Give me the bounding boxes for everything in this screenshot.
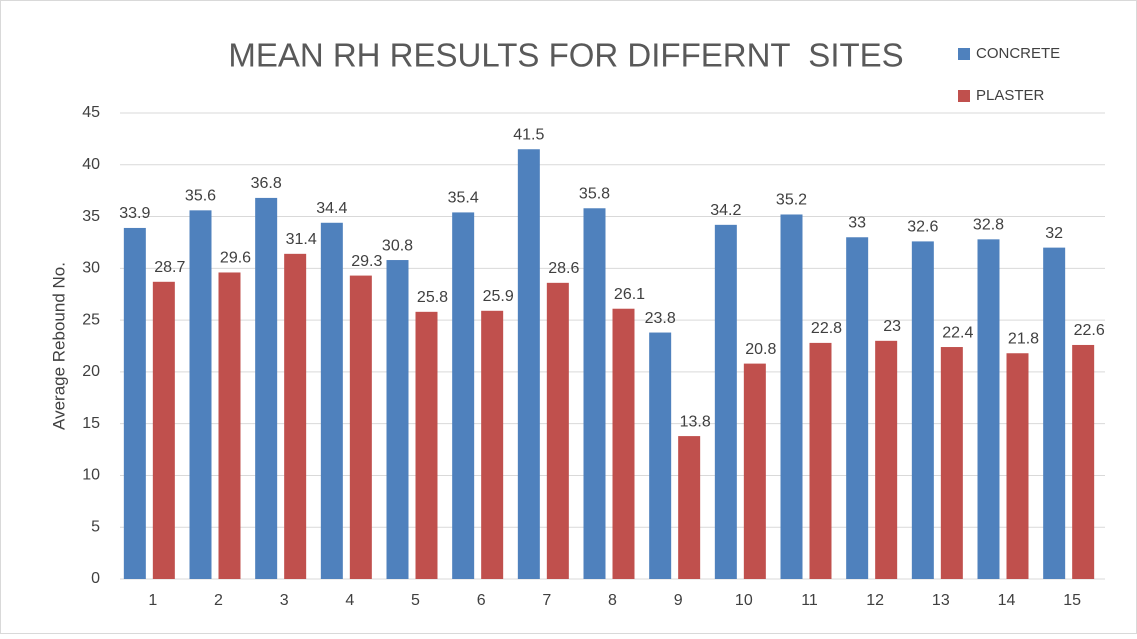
data-label: 21.8 [1008, 330, 1039, 347]
y-axis-label: Average Rebound No. [49, 262, 68, 430]
x-tick-label: 3 [280, 592, 289, 609]
y-tick-label: 40 [82, 156, 100, 173]
x-tick-label: 12 [866, 592, 884, 609]
data-label: 32.8 [973, 217, 1004, 234]
x-tick-label: 2 [214, 592, 223, 609]
bar [846, 237, 869, 579]
bar [284, 253, 307, 579]
y-tick-label: 5 [91, 518, 100, 535]
data-label: 31.4 [286, 231, 317, 248]
data-label: 34.4 [316, 200, 347, 217]
data-label: 28.6 [548, 260, 579, 277]
bar [612, 308, 635, 579]
x-tick-label: 14 [998, 592, 1016, 609]
bar [517, 149, 540, 579]
x-tick-label: 1 [148, 592, 157, 609]
bar [123, 227, 146, 580]
data-label: 22.4 [942, 324, 973, 341]
bar [481, 310, 504, 579]
bar [546, 282, 569, 579]
bar [977, 239, 1000, 580]
x-tick-label: 10 [735, 592, 753, 609]
bar [780, 214, 803, 580]
bar [320, 222, 343, 579]
bar [255, 197, 278, 579]
bar [189, 210, 212, 579]
data-label: 34.2 [710, 202, 741, 219]
data-label: 28.7 [154, 259, 185, 276]
x-tick-label: 5 [411, 592, 420, 609]
bar [152, 281, 175, 579]
data-label: 26.1 [614, 286, 645, 303]
bar [1006, 353, 1029, 579]
data-label: 35.8 [579, 185, 610, 202]
data-label: 35.2 [776, 192, 807, 209]
y-tick-label: 20 [82, 363, 100, 380]
data-label: 33 [848, 214, 866, 231]
legend-label: PLASTER [976, 87, 1045, 104]
data-label: 25.9 [483, 288, 514, 305]
data-label: 23.8 [645, 310, 676, 327]
data-label: 36.8 [251, 175, 282, 192]
y-tick-label: 30 [82, 260, 100, 277]
data-label: 32 [1045, 225, 1063, 242]
bar [386, 260, 409, 579]
data-label: 29.6 [220, 250, 251, 267]
x-tick-label: 6 [477, 592, 486, 609]
x-tick-label: 7 [542, 592, 551, 609]
legend-swatch [958, 48, 970, 60]
bar [940, 347, 963, 579]
data-label: 13.8 [680, 413, 711, 430]
bar [649, 332, 672, 579]
bar [452, 212, 475, 579]
bar [415, 311, 438, 579]
y-tick-label: 45 [82, 104, 100, 121]
data-label: 35.4 [448, 190, 479, 207]
bar [678, 436, 701, 579]
bar [349, 275, 372, 579]
chart-title: MEAN RH RESULTS FOR DIFFERNT SITES [228, 37, 903, 74]
bar [583, 208, 606, 579]
x-tick-label: 11 [801, 592, 818, 609]
bar [743, 363, 766, 579]
x-tick-label: 8 [608, 592, 617, 609]
legend-swatch [958, 90, 970, 102]
bar [218, 272, 241, 579]
data-label: 30.8 [382, 237, 413, 254]
bar [1072, 344, 1095, 579]
bar [809, 342, 832, 579]
x-tick-label: 4 [345, 592, 354, 609]
data-label: 25.8 [417, 289, 448, 306]
data-label: 20.8 [745, 341, 776, 358]
data-label: 22.6 [1074, 322, 1105, 339]
y-tick-label: 25 [82, 311, 100, 328]
bar [911, 241, 934, 580]
y-tick-label: 10 [82, 467, 100, 484]
data-label: 23 [883, 318, 901, 335]
data-label: 35.6 [185, 188, 216, 205]
data-label: 33.9 [119, 205, 150, 222]
y-tick-label: 35 [82, 208, 100, 225]
data-label: 41.5 [513, 126, 544, 143]
x-tick-label: 13 [932, 592, 950, 609]
bar [714, 224, 737, 579]
legend-label: CONCRETE [976, 45, 1060, 62]
x-tick-label: 15 [1063, 592, 1081, 609]
data-label: 22.8 [811, 320, 842, 337]
bar [1043, 247, 1066, 579]
y-tick-label: 15 [82, 415, 100, 432]
data-label: 32.6 [907, 219, 938, 236]
bar [875, 340, 898, 579]
data-label: 29.3 [351, 253, 382, 270]
y-tick-label: 0 [91, 570, 100, 587]
x-tick-label: 9 [674, 592, 683, 609]
